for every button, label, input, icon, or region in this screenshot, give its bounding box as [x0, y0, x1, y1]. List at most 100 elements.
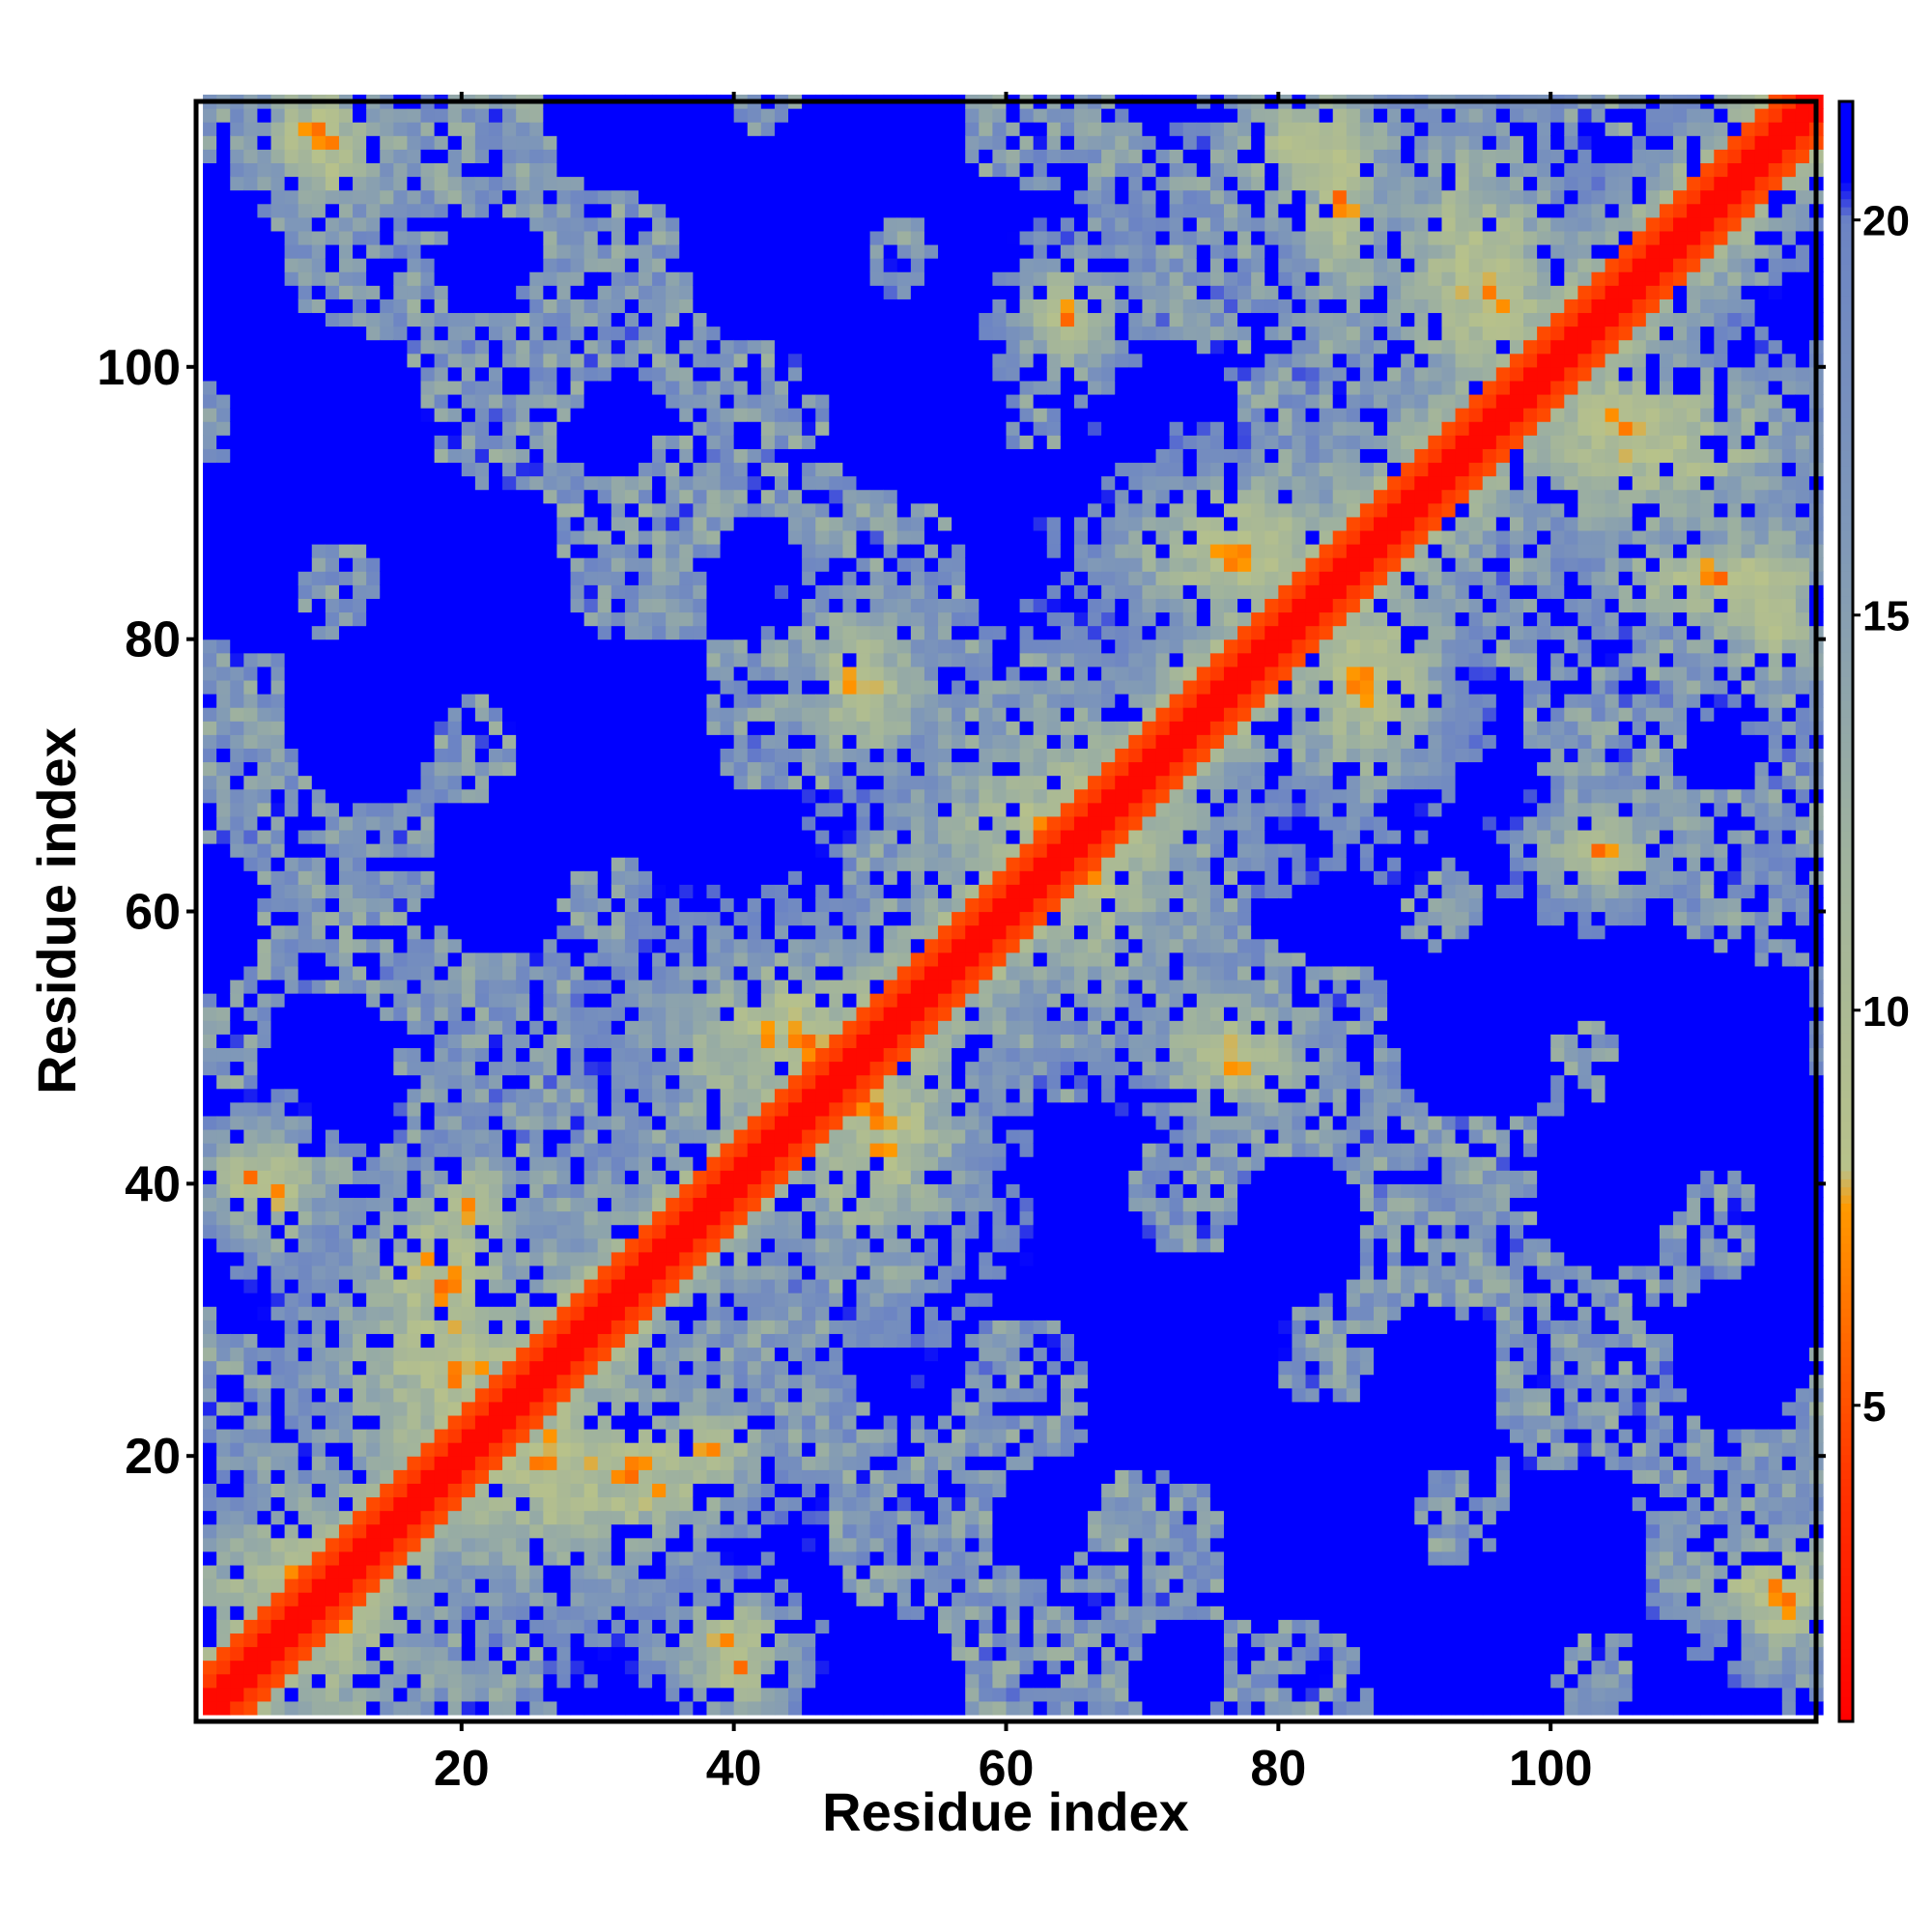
- heatmap-cell: [380, 938, 394, 953]
- heatmap-cell: [203, 1183, 217, 1199]
- heatmap-cell: [270, 162, 286, 178]
- heatmap-cell: [203, 1469, 217, 1484]
- heatmap-cell: [325, 1128, 340, 1144]
- heatmap-cell: [583, 721, 599, 735]
- heatmap-cell: [338, 748, 354, 763]
- heatmap-cell: [570, 1414, 585, 1430]
- heatmap-cell: [639, 1143, 653, 1157]
- heatmap-cell: [353, 339, 367, 355]
- heatmap-cell: [583, 298, 599, 314]
- heatmap-cell: [257, 1306, 272, 1321]
- heatmap-cell: [325, 734, 340, 749]
- heatmap-cell: [502, 924, 517, 940]
- heatmap-cell: [516, 189, 530, 205]
- heatmap-cell: [529, 1550, 544, 1566]
- heatmap-cell: [270, 1401, 286, 1416]
- heatmap-cell: [556, 230, 572, 245]
- heatmap-cell: [393, 666, 409, 681]
- heatmap-cell: [733, 339, 749, 355]
- heatmap-cell: [434, 1687, 449, 1702]
- heatmap-cell: [556, 911, 572, 926]
- heatmap-cell: [679, 938, 694, 953]
- heatmap-cell: [216, 1687, 231, 1702]
- heatmap-cell: [679, 1442, 694, 1457]
- heatmap-cell: [556, 1374, 572, 1389]
- heatmap-cell: [474, 421, 490, 436]
- heatmap-cell: [706, 639, 722, 654]
- heatmap-cell: [474, 1224, 490, 1239]
- heatmap-cell: [230, 298, 244, 314]
- heatmap-cell: [733, 748, 749, 763]
- heatmap-cell: [420, 707, 436, 722]
- heatmap-cell: [733, 815, 749, 831]
- heatmap-cell: [447, 911, 463, 926]
- heatmap-cell: [611, 1469, 626, 1484]
- heatmap-cell: [203, 625, 217, 640]
- heatmap-cell: [706, 571, 722, 585]
- heatmap-cell: [407, 189, 422, 205]
- heatmap-cell: [447, 1442, 463, 1457]
- heatmap-cell: [570, 1333, 585, 1349]
- heatmap-cell: [570, 721, 585, 735]
- heatmap-cell: [502, 857, 517, 871]
- heatmap-cell: [611, 462, 626, 477]
- heatmap-cell: [366, 1360, 381, 1376]
- heatmap-cell: [733, 1020, 749, 1035]
- heatmap-cell: [583, 748, 599, 763]
- heatmap-cell: [733, 1483, 749, 1498]
- heatmap-cell: [447, 679, 463, 695]
- heatmap-cell: [325, 475, 340, 491]
- heatmap-cell: [516, 625, 530, 640]
- heatmap-cell: [666, 1034, 680, 1049]
- heatmap-cell: [461, 1673, 476, 1689]
- heatmap-cell: [597, 1170, 612, 1184]
- heatmap-cell: [407, 815, 422, 831]
- heatmap-cell: [516, 679, 530, 695]
- heatmap-cell: [284, 775, 299, 790]
- heatmap-cell: [338, 1293, 354, 1307]
- heatmap-cell: [502, 1510, 517, 1525]
- heatmap-cell: [611, 761, 626, 777]
- heatmap-cell: [203, 1414, 217, 1430]
- heatmap-cell: [474, 598, 490, 613]
- heatmap-cell: [325, 911, 340, 926]
- heatmap-cell: [624, 1456, 639, 1470]
- heatmap-cell: [325, 1034, 340, 1049]
- heatmap-cell: [706, 1700, 722, 1716]
- heatmap-cell: [556, 1034, 572, 1049]
- heatmap-cell: [393, 312, 409, 327]
- heatmap-cell: [393, 448, 409, 464]
- heatmap-cell: [325, 529, 340, 545]
- heatmap-cell: [583, 666, 599, 681]
- heatmap-cell: [230, 965, 244, 980]
- heatmap-cell: [325, 1414, 340, 1430]
- heatmap-cell: [652, 1320, 667, 1334]
- heatmap-cell: [666, 639, 680, 654]
- heatmap-cell: [747, 1306, 762, 1321]
- heatmap-cell: [570, 1007, 585, 1021]
- heatmap-cell: [216, 1619, 231, 1634]
- heatmap-cell: [230, 1523, 244, 1539]
- heatmap-cell: [474, 1687, 490, 1702]
- heatmap-cell: [720, 203, 735, 218]
- heatmap-cell: [380, 1143, 394, 1157]
- heatmap-cell: [720, 1115, 735, 1130]
- heatmap-cell: [516, 353, 530, 368]
- heatmap-cell: [693, 584, 708, 599]
- heatmap-cell: [720, 870, 735, 885]
- heatmap-cell: [366, 1564, 381, 1579]
- heatmap-cell: [447, 435, 463, 449]
- heatmap-cell: [325, 965, 340, 980]
- heatmap-cell: [434, 380, 449, 395]
- heatmap-cell: [733, 1074, 749, 1090]
- heatmap-cell: [516, 584, 530, 599]
- heatmap-cell: [461, 516, 476, 531]
- heatmap-cell: [666, 1660, 680, 1675]
- heatmap-cell: [733, 298, 749, 314]
- heatmap-cell: [693, 189, 708, 205]
- heatmap-cell: [502, 489, 517, 504]
- heatmap-cell: [298, 1401, 313, 1416]
- heatmap-cell: [597, 462, 612, 477]
- heatmap-cell: [380, 993, 394, 1008]
- heatmap-cell: [543, 857, 558, 871]
